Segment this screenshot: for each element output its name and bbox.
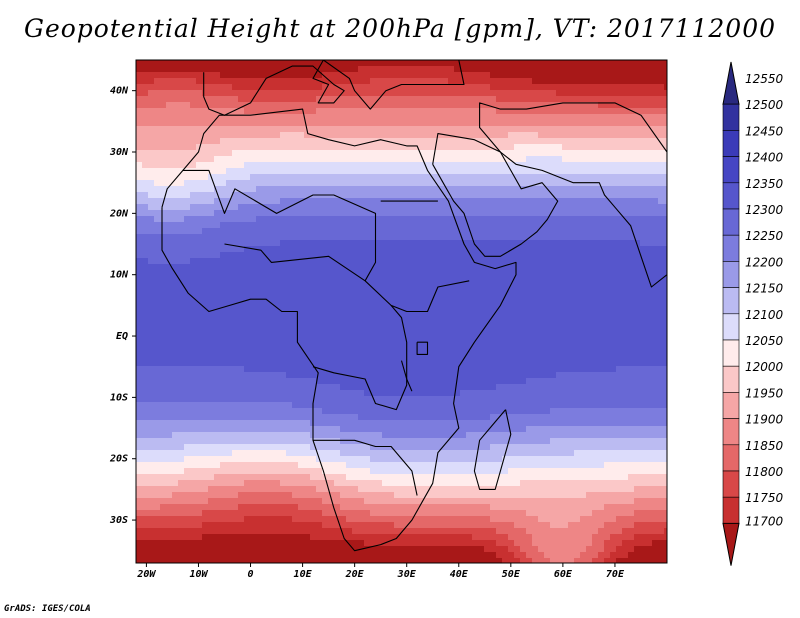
colorbar-label: 11900 (745, 413, 784, 427)
y-tick-label: 10S (110, 392, 128, 403)
x-tick-label: 30E (397, 569, 417, 580)
coastline-borders (161, 60, 667, 552)
x-tick-label: 20E (345, 569, 365, 580)
x-axis-ticks: 20W 10W 0 10E 20E 30E 40E 50E 60E 70E (136, 563, 625, 580)
congo-borders (312, 305, 408, 411)
iran-india (479, 102, 667, 288)
colorbar-swatch (722, 130, 740, 157)
colorbar-swatch (722, 287, 740, 315)
africa-coast (161, 108, 517, 552)
southern-borders (313, 439, 418, 496)
colorbar-swatch (722, 313, 740, 341)
colorbar-bottom-arrow (722, 522, 740, 566)
y-tick-label: EQ (116, 331, 128, 342)
colorbar-label: 12000 (745, 360, 784, 374)
madagascar (473, 409, 512, 490)
y-tick-label: 20N (109, 208, 129, 219)
colorbar-swatch (722, 339, 740, 367)
y-tick-label: 40N (110, 86, 129, 97)
colorbar-label: 12150 (745, 282, 784, 296)
x-tick-label: 70E (606, 569, 625, 580)
x-tick-label: 50E (502, 569, 521, 580)
y-tick-label: 10N (110, 270, 129, 281)
colorbar: 12550 12500 12450 12400 12350 12300 12250 12200… (722, 61, 784, 566)
colorbar-label: 12550 (745, 72, 784, 86)
x-tick-label: 60E (554, 569, 573, 580)
colorbar-label: 12500 (745, 98, 784, 112)
plot-frame (135, 59, 668, 564)
colorbar-label: 11850 (745, 439, 784, 453)
x-tick-label: 0 (248, 569, 254, 580)
contour-field (136, 60, 667, 563)
colorbar-swatch (722, 103, 740, 131)
y-tick-label: 20S (109, 454, 128, 465)
y-tick-label: 30S (109, 515, 128, 526)
colorbar-swatch (722, 444, 740, 472)
colorbar-swatch (722, 234, 740, 262)
colorbar-swatch (722, 261, 740, 288)
colorbar-label: 12350 (745, 177, 784, 191)
y-tick-label: 30N (109, 147, 129, 158)
colorbar-swatch (722, 208, 740, 236)
colorbar-label: 12250 (745, 229, 784, 243)
colorbar-swatch (722, 470, 740, 498)
colorbar-swatch (722, 182, 740, 210)
sahel-line (182, 169, 377, 282)
colorbar-label: 12300 (745, 203, 784, 217)
x-tick-label: 10W (189, 569, 208, 580)
colorbar-swatch (722, 418, 740, 446)
colorbar-label: 12400 (745, 151, 784, 165)
colorbar-label: 12050 (745, 334, 784, 348)
lake-victoria (416, 341, 429, 355)
colorbar-top-arrow (722, 61, 740, 105)
colorbar-label: 12100 (745, 308, 784, 322)
grads-credit: GrADS: IGES/COLA (4, 604, 91, 614)
rift-lakes (400, 360, 413, 392)
colorbar-label: 11750 (745, 491, 784, 505)
chart-title: Geopotential Height at 200hPa [gpm], VT:… (23, 14, 777, 43)
y-axis-ticks: 40N 30N 20N 10N EQ 10S 20S 30S (109, 86, 136, 526)
x-tick-label: 40E (450, 569, 469, 580)
europe-south (203, 60, 465, 116)
colorbar-label: 12200 (745, 255, 784, 269)
colorbar-swatch (722, 156, 740, 184)
x-tick-label: 20W (136, 569, 156, 580)
central-borders (224, 243, 470, 313)
colorbar-label: 11950 (745, 386, 784, 400)
x-tick-label: 10E (294, 569, 313, 580)
colorbar-label: 11800 (745, 465, 784, 479)
colorbar-swatch (722, 365, 740, 393)
colorbar-swatch (722, 496, 740, 524)
colorbar-swatch (722, 392, 740, 419)
colorbar-label: 12450 (745, 124, 784, 138)
colorbar-label: 11700 (745, 514, 784, 528)
